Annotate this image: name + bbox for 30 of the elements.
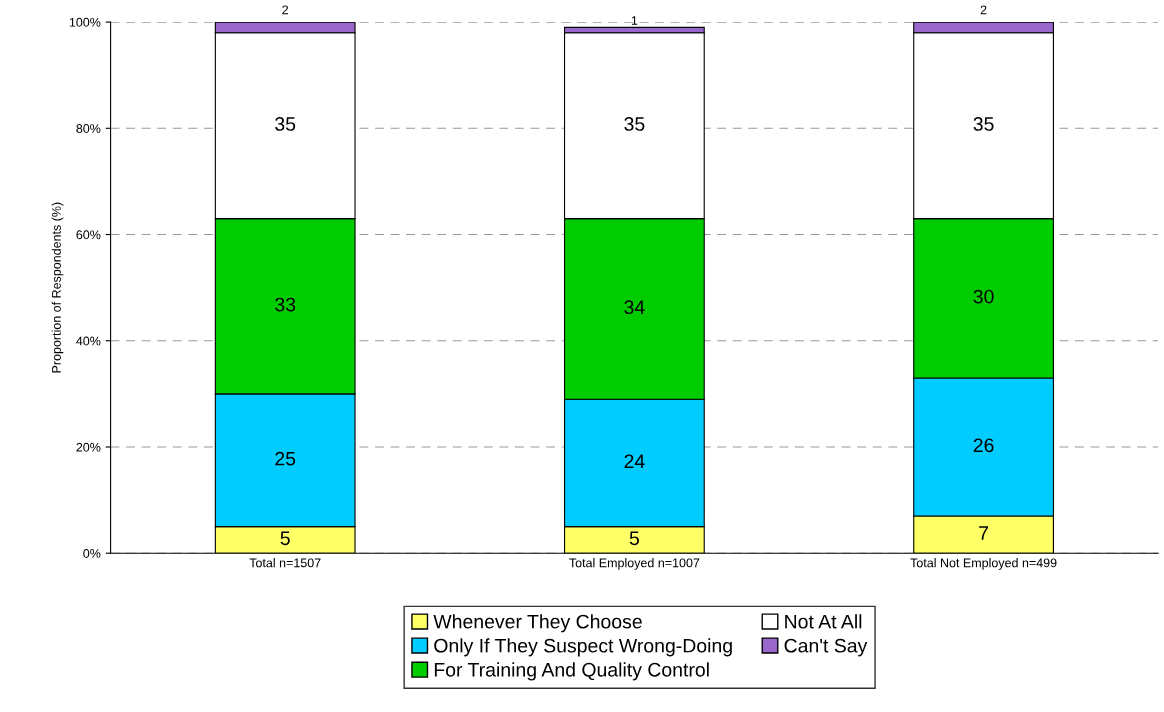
data-label: 35 [973, 117, 994, 131]
data-label: 24 [624, 454, 645, 468]
legend-label: For Training And Quality Control [434, 662, 709, 681]
legend-label: Whenever They Choose [433, 614, 642, 633]
data-label: 33 [275, 297, 296, 312]
data-label: 34 [624, 300, 645, 315]
data-label: 2 [282, 5, 289, 15]
y-tick-label: 80% [76, 124, 101, 133]
data-label: 1 [631, 16, 638, 25]
legend-label: Only If They Suspect Wrong-Doing [434, 638, 732, 657]
data-label: 5 [629, 531, 639, 546]
data-label: 26 [973, 438, 994, 453]
x-tick-label: Total Not Employed n=499 [910, 558, 1057, 570]
data-label: 7 [979, 526, 989, 540]
y-tick-label: 60% [76, 230, 101, 240]
data-label: 2 [980, 5, 987, 15]
data-label: 35 [275, 117, 296, 131]
y-tick-label: 40% [76, 336, 101, 346]
data-label: 35 [624, 117, 645, 131]
x-tick-label: Total Employed n=1007 [569, 558, 700, 570]
data-label: 30 [973, 289, 994, 304]
legend-label: Can't Say [784, 638, 868, 657]
y-tick-label: 0% [83, 549, 101, 558]
data-label: 25 [275, 451, 296, 466]
y-axis-title: Proportion of Respondents (%) [51, 202, 64, 373]
legend-label: Not At All [785, 614, 862, 629]
data-label: 5 [280, 531, 290, 546]
y-tick-label: 20% [76, 442, 101, 452]
y-tick-label: 100% [69, 17, 101, 27]
x-tick-label: Total n=1507 [249, 558, 321, 568]
